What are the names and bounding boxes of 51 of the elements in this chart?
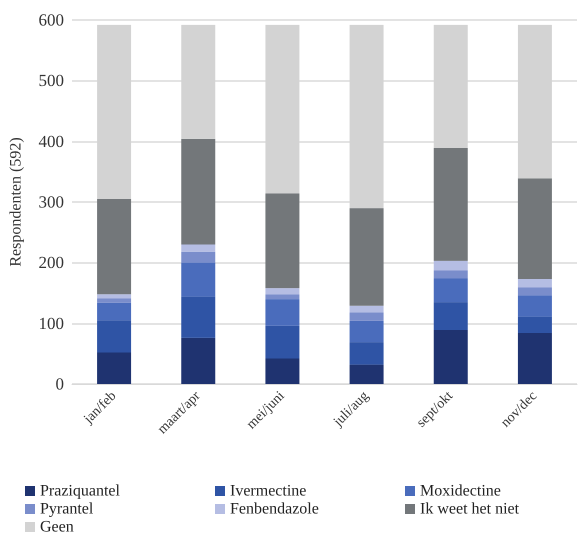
y-tick-label: 600	[38, 10, 64, 30]
bar	[350, 208, 384, 306]
bar	[434, 330, 468, 384]
legend-label: Fenbendazole	[230, 500, 319, 518]
bar	[434, 278, 468, 302]
bar	[181, 244, 216, 252]
bar	[350, 320, 384, 342]
bar	[350, 312, 384, 321]
bar	[265, 326, 300, 359]
bar	[97, 198, 132, 294]
bar	[518, 333, 552, 384]
bar	[265, 294, 300, 300]
y-axis-title: Respondenten (592)	[8, 137, 24, 267]
bar	[97, 302, 132, 320]
bar	[265, 299, 300, 326]
bar	[350, 364, 384, 384]
y-tick-label: 500	[38, 71, 64, 90]
y-tick-label: 200	[38, 253, 64, 272]
bar	[181, 252, 216, 263]
bar	[97, 294, 132, 298]
legend-label: Ivermectine	[230, 482, 306, 500]
bar	[518, 178, 552, 280]
bar	[518, 279, 552, 288]
bar	[434, 260, 468, 271]
bar	[181, 138, 216, 244]
y-tick-label: 400	[38, 132, 64, 151]
bar	[434, 148, 468, 261]
y-tick-label: 0	[56, 374, 64, 394]
bar	[181, 262, 216, 297]
bar	[350, 342, 384, 365]
y-tick-label: 100	[38, 314, 64, 333]
legend-label: Moxidectine	[420, 482, 501, 500]
bar	[181, 296, 216, 338]
y-tick-label: 300	[38, 192, 64, 212]
legend-label: Geen	[40, 518, 74, 536]
bar	[265, 358, 300, 384]
bar	[434, 270, 468, 278]
bar	[434, 302, 468, 330]
bar	[518, 316, 552, 334]
bar	[181, 338, 216, 384]
bar	[97, 352, 132, 384]
legend-label: Praziquantel	[40, 482, 121, 500]
bar	[97, 320, 132, 352]
bar	[265, 288, 300, 294]
bar	[518, 288, 552, 296]
bar	[97, 298, 132, 303]
legend-label: Pyrantel	[40, 500, 94, 518]
bar	[265, 194, 300, 288]
legend-label: Ik weet het niet	[420, 500, 520, 518]
bar	[518, 295, 552, 317]
bar	[350, 306, 384, 312]
